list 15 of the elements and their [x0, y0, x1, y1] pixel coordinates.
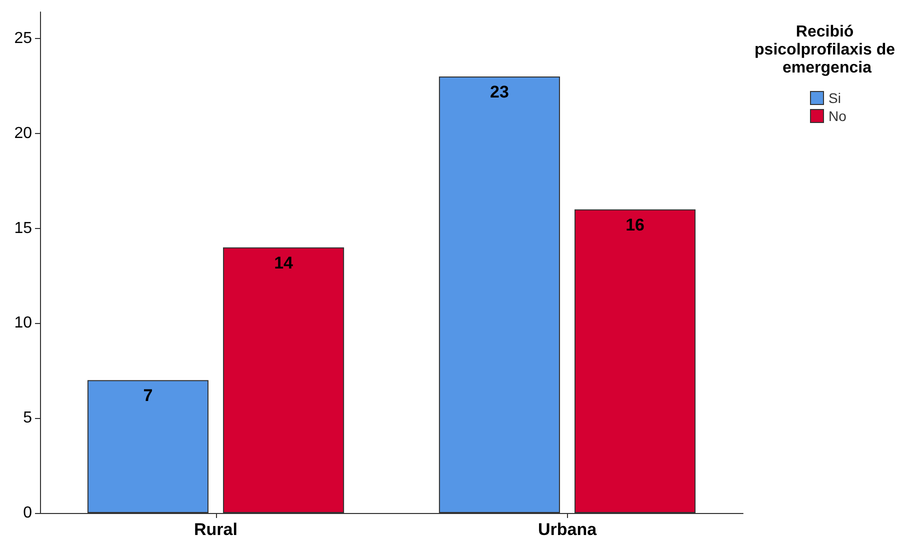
- data-label: 16: [626, 215, 644, 234]
- legend-title: Recibió psicolprofilaxis de emergencia: [754, 24, 898, 76]
- y-tick-label: 25: [14, 30, 32, 48]
- legend-label: Si: [828, 90, 841, 106]
- y-tick-label: 15: [14, 220, 32, 237]
- x-tick-label: Urbana: [538, 520, 598, 538]
- y-tick-label: 10: [14, 314, 32, 332]
- legend-label: No: [828, 108, 847, 124]
- y-tick-label: 5: [23, 410, 32, 427]
- y-tick-label: 20: [14, 124, 32, 142]
- y-tick-label: 0: [23, 504, 32, 522]
- x-tick-label: Rural: [194, 520, 238, 538]
- data-label: 14: [274, 253, 294, 272]
- data-label: 23: [490, 82, 509, 102]
- data-label: 7: [143, 386, 153, 406]
